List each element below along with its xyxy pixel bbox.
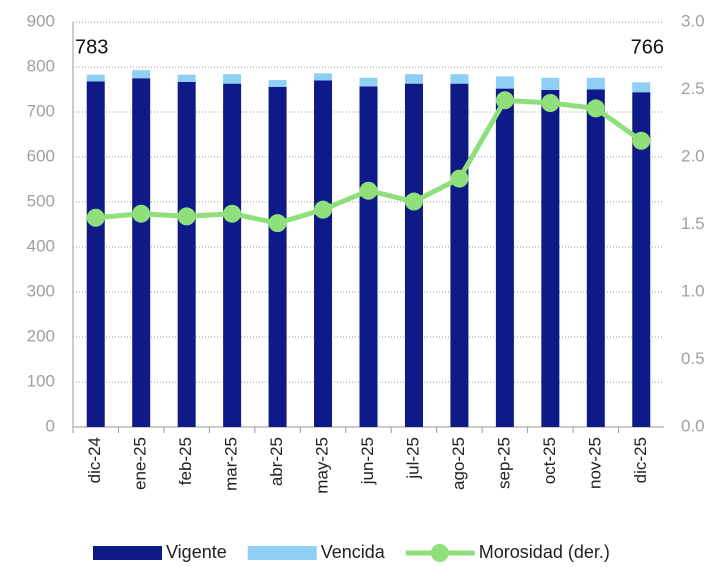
x-tick-label: may-25 xyxy=(313,437,332,494)
x-tick-label: abr-25 xyxy=(267,437,286,486)
x-tick-label: nov-25 xyxy=(585,437,604,489)
x-tick-label: ene-25 xyxy=(131,437,150,490)
y2-tick-label: 0.0 xyxy=(681,416,705,435)
bar xyxy=(450,83,469,428)
x-tick-label: jul-25 xyxy=(403,437,422,480)
legend-label: Morosidad (der.) xyxy=(479,542,610,562)
x-tick-label: oct-25 xyxy=(540,437,559,484)
bar xyxy=(223,83,242,428)
y2-tick-label: 1.0 xyxy=(681,281,705,300)
y-tick-label: 600 xyxy=(27,146,55,165)
marker xyxy=(586,99,605,118)
y2-tick-label: 2.0 xyxy=(681,146,705,165)
legend-swatch xyxy=(93,546,162,560)
bar xyxy=(314,73,333,81)
bar xyxy=(268,80,287,87)
bar xyxy=(495,76,514,89)
bar xyxy=(359,86,378,427)
bar xyxy=(359,77,378,87)
y-tick-label: 500 xyxy=(27,191,55,210)
bar xyxy=(404,83,423,428)
marker xyxy=(541,94,560,112)
x-tick-label: dic-25 xyxy=(631,437,650,483)
y2-tick-label: 2.5 xyxy=(681,79,705,98)
bar xyxy=(450,74,469,84)
y-tick-label: 0 xyxy=(46,416,55,435)
bar xyxy=(632,92,651,427)
bar xyxy=(586,77,605,90)
x-tick-label: dic-24 xyxy=(85,437,104,483)
legend-swatch xyxy=(430,544,449,562)
bar xyxy=(586,89,605,427)
marker xyxy=(86,208,105,227)
marker xyxy=(132,204,151,223)
y-tick-label: 900 xyxy=(27,11,55,30)
bar xyxy=(132,70,151,79)
marker xyxy=(359,181,378,200)
legend-label: Vigente xyxy=(166,542,227,562)
y-tick-label: 200 xyxy=(27,326,55,345)
y2-tick-label: 1.5 xyxy=(681,214,705,233)
y2-tick-label: 0.5 xyxy=(681,349,705,368)
bar xyxy=(223,74,242,84)
marker xyxy=(177,207,196,226)
y-tick-label: 700 xyxy=(27,101,55,120)
marker xyxy=(495,91,514,110)
y-tick-label: 300 xyxy=(27,281,55,300)
x-tick-label: ago-25 xyxy=(449,437,468,490)
annotation: 766 xyxy=(631,36,664,58)
annotation: 783 xyxy=(75,36,108,58)
marker xyxy=(450,169,469,188)
bar xyxy=(495,88,514,427)
bar xyxy=(177,74,196,82)
marker xyxy=(314,200,333,219)
legend-swatch xyxy=(247,546,317,560)
y-tick-label: 400 xyxy=(27,236,55,255)
bar xyxy=(314,80,333,427)
legend-label: Vencida xyxy=(321,542,386,562)
bar xyxy=(177,81,196,427)
marker xyxy=(404,192,423,211)
x-tick-label: jun-25 xyxy=(358,437,377,485)
x-tick-label: sep-25 xyxy=(494,437,513,489)
bar xyxy=(541,77,560,90)
marker xyxy=(632,131,651,150)
bar xyxy=(132,78,151,427)
bar xyxy=(86,81,105,428)
x-tick-label: mar-25 xyxy=(222,437,241,491)
bar xyxy=(268,86,287,428)
y-tick-label: 800 xyxy=(27,56,55,75)
marker xyxy=(223,204,242,223)
y2-tick-label: 3.0 xyxy=(681,11,705,30)
bar xyxy=(541,89,560,427)
y-tick-label: 100 xyxy=(27,371,55,390)
x-tick-label: feb-25 xyxy=(176,437,195,485)
marker xyxy=(268,214,287,233)
bar xyxy=(86,74,105,82)
bar xyxy=(632,82,651,93)
bar xyxy=(404,74,423,84)
